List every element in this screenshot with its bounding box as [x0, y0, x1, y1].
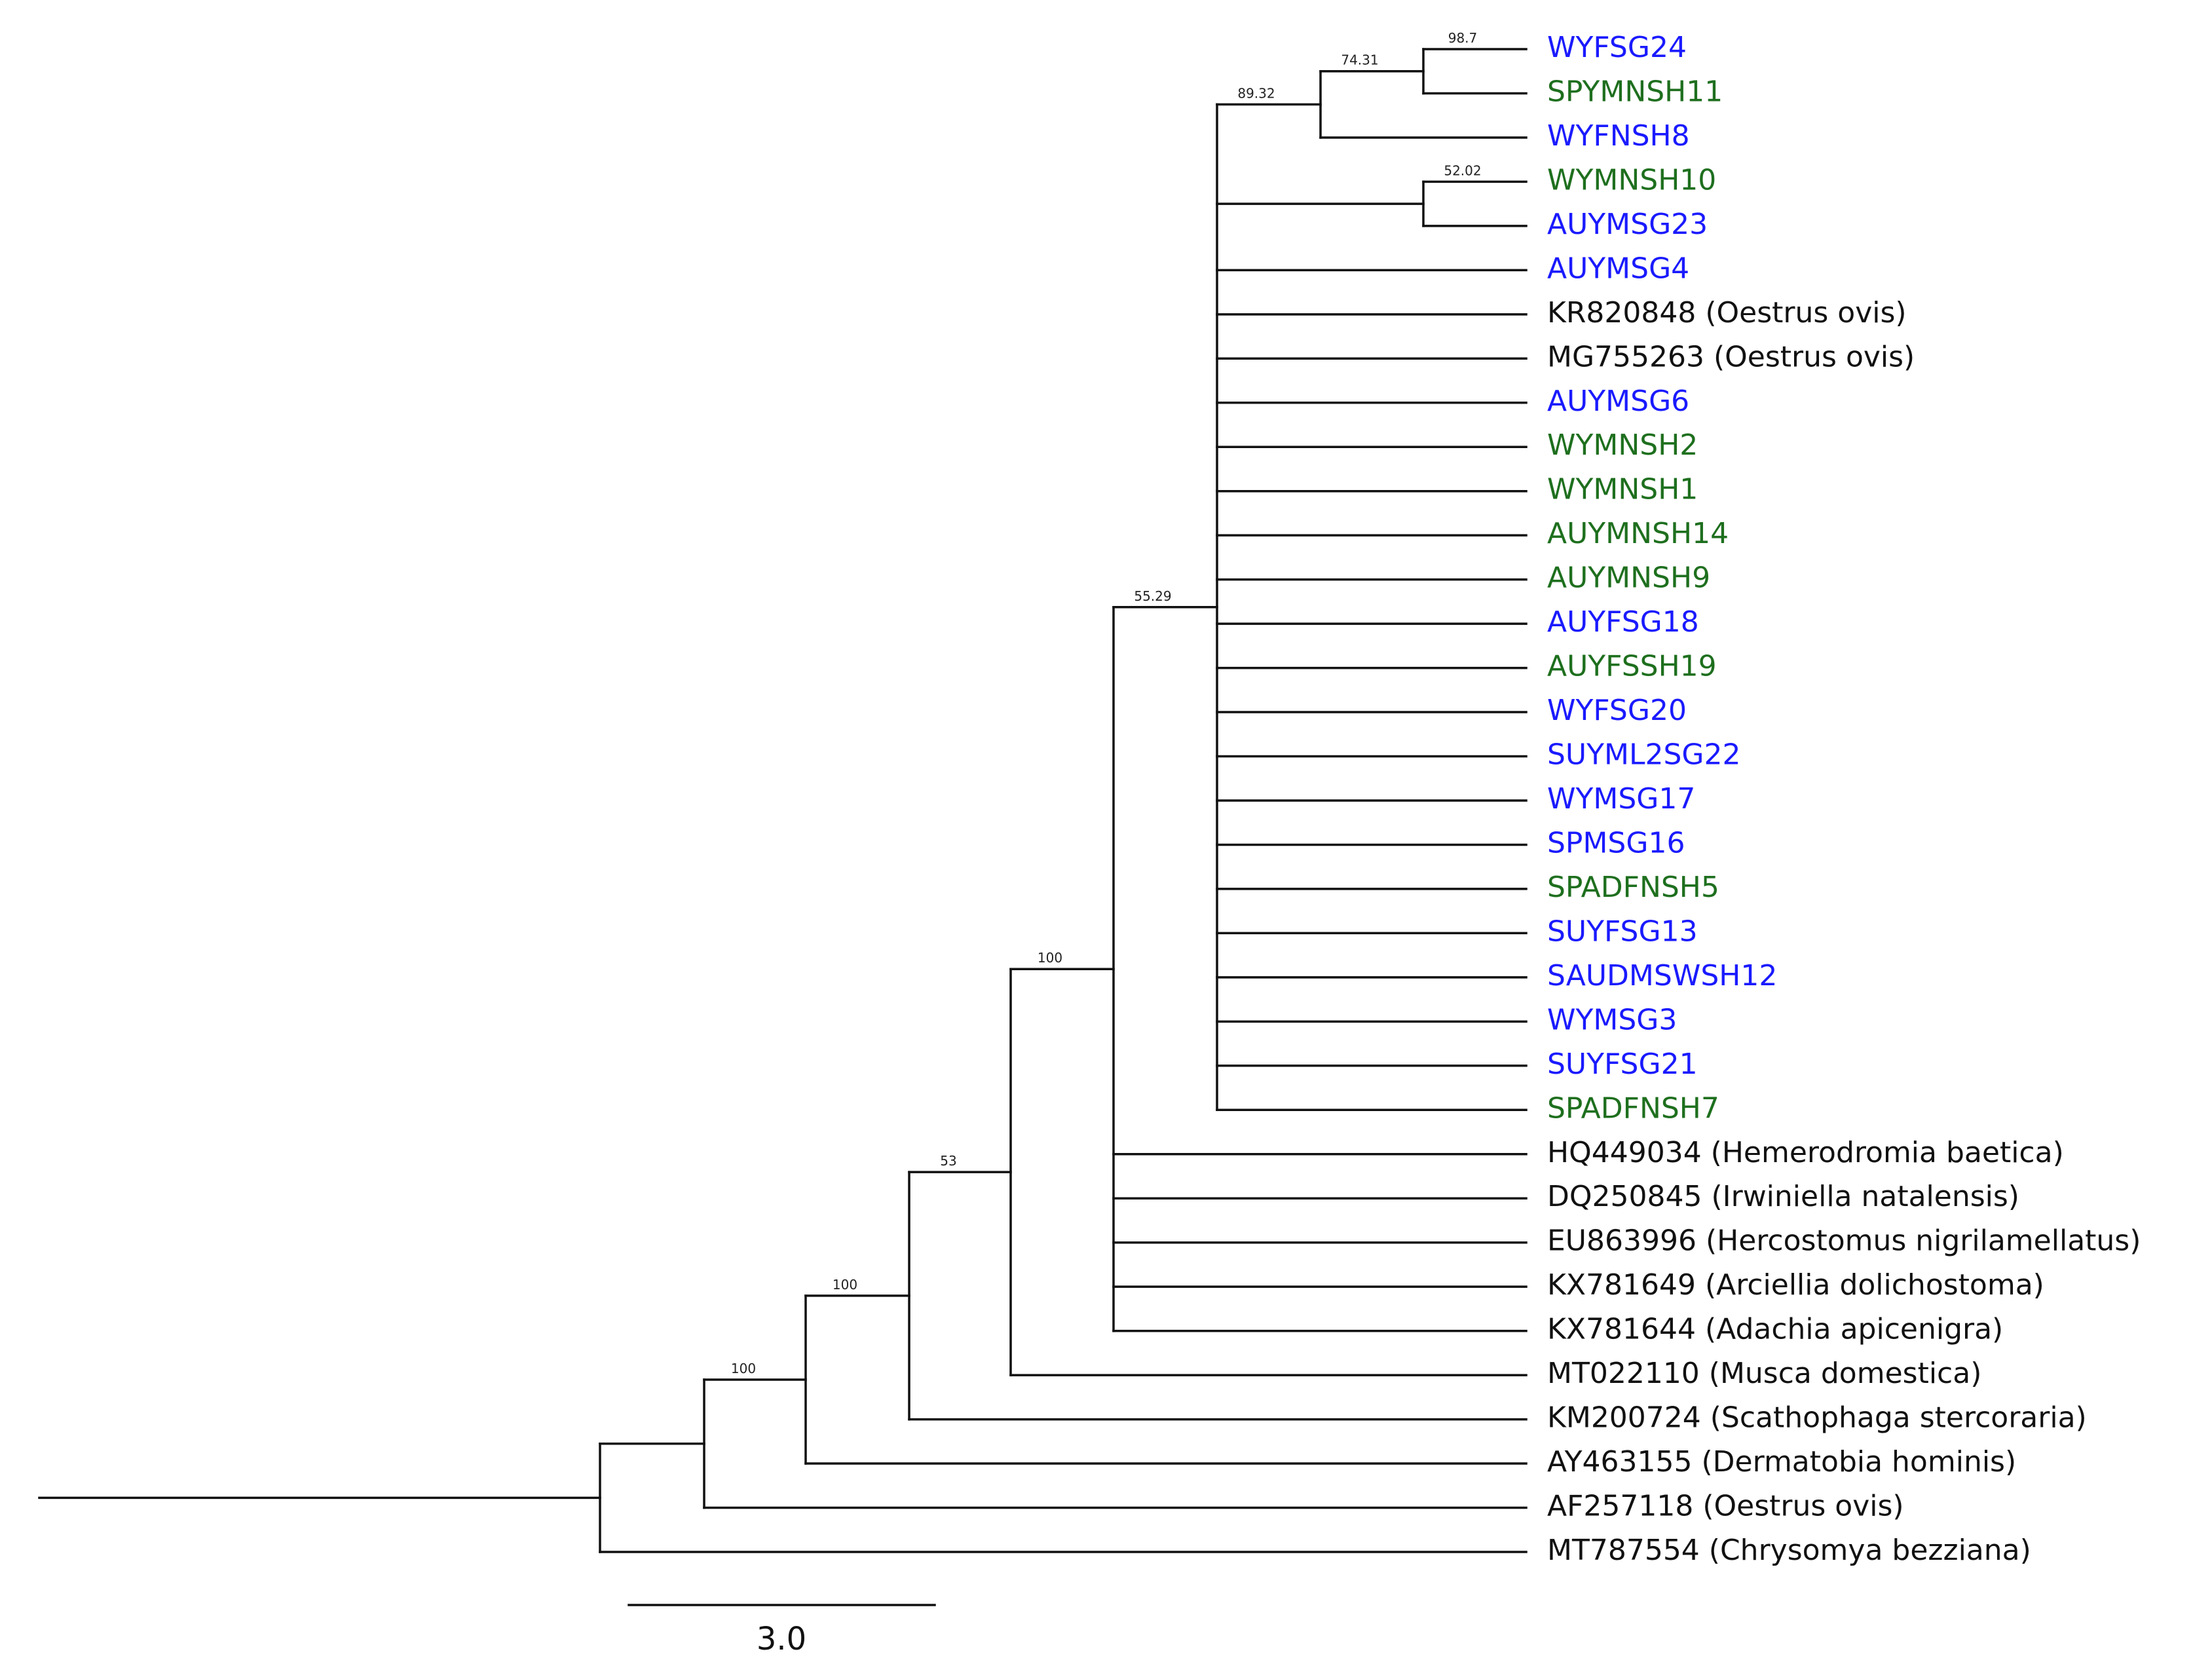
tip-label: WYMNSH10 — [1547, 163, 1716, 197]
tip-label: KR820848 (Oestrus ovis) — [1547, 296, 1907, 330]
bootstrap-support-values: 100 100 53 100 55.29 89.32 74.31 98.7 52.02 — [731, 30, 1482, 1376]
support-value-n7431: 74.31 — [1341, 52, 1378, 68]
tip-label: SAUDMSWSH12 — [1547, 959, 1777, 992]
tip-label: AUYMNSH14 — [1547, 517, 1729, 550]
tip-label: WYMNSH2 — [1547, 428, 1698, 462]
tip-label: SPMSG16 — [1547, 826, 1685, 859]
tip-label: MG755263 (Oestrus ovis) — [1547, 340, 1915, 373]
tree-branches — [38, 48, 1528, 1553]
tip-label: AY463155 (Dermatobia hominis) — [1547, 1445, 2016, 1479]
tip-label: AUYFSG18 — [1547, 605, 1699, 639]
tip-label: MT022110 (Musca domestica) — [1547, 1357, 1981, 1390]
tip-label: AUYMSG23 — [1547, 208, 1708, 241]
tip-label: SPYMNSH11 — [1547, 75, 1723, 108]
tip-label: SUYFSG21 — [1547, 1048, 1698, 1081]
tip-label: WYMNSH1 — [1547, 473, 1698, 506]
support-value-n987: 98.7 — [1448, 30, 1478, 46]
tip-label: WYMSG17 — [1547, 782, 1695, 816]
support-value-n53: 53 — [940, 1153, 956, 1169]
support-value-n100a: 100 — [731, 1361, 756, 1376]
tip-label: WYMSG3 — [1547, 1003, 1677, 1036]
tip-labels: WYFSG24 SPYMNSH11 WYFNSH8 WYMNSH10 AUYMSG23 A… — [1547, 31, 2141, 1567]
tip-label: AUYFSSH19 — [1547, 650, 1717, 683]
tip-label: WYFSG24 — [1547, 31, 1687, 64]
tip-label: DQ250845 (Irwiniella natalensis) — [1547, 1180, 2019, 1213]
tip-label: WYFSG20 — [1547, 694, 1687, 727]
scale-bar-label: 3.0 — [757, 1621, 806, 1657]
support-value-n100b: 100 — [833, 1277, 857, 1293]
tip-label: SPADFNSH7 — [1547, 1091, 1719, 1125]
tip-label: HQ449034 (Hemerodromia baetica) — [1547, 1136, 2064, 1169]
support-value-n100c: 100 — [1038, 950, 1062, 966]
tip-label: KX781644 (Adachia apicenigra) — [1547, 1313, 2003, 1346]
tip-label: SUYML2SG22 — [1547, 738, 1741, 772]
tip-label: AF257118 (Oestrus ovis) — [1547, 1490, 1904, 1523]
tip-label: KM200724 (Scathophaga stercoraria) — [1547, 1401, 2087, 1435]
tip-label: AUYMNSH9 — [1547, 561, 1710, 595]
support-value-n5529: 55.29 — [1134, 588, 1171, 604]
tip-label: EU863996 (Hercostomus nigrilamellatus) — [1547, 1224, 2141, 1258]
tip-label: SUYFSG13 — [1547, 915, 1698, 948]
tip-label: AUYMSG4 — [1547, 252, 1689, 285]
support-value-n8932: 89.32 — [1237, 85, 1275, 101]
tip-label: KX781649 (Arciellia dolichostoma) — [1547, 1268, 2044, 1302]
tip-label: MT787554 (Chrysomya bezziana) — [1547, 1534, 2031, 1567]
tip-label: SPADFNSH5 — [1547, 871, 1719, 904]
tip-label: WYFNSH8 — [1547, 119, 1690, 153]
tip-label: AUYMSG6 — [1547, 385, 1689, 418]
scale-bar: 3.0 — [628, 1604, 936, 1657]
support-value-n5202: 52.02 — [1444, 162, 1481, 178]
